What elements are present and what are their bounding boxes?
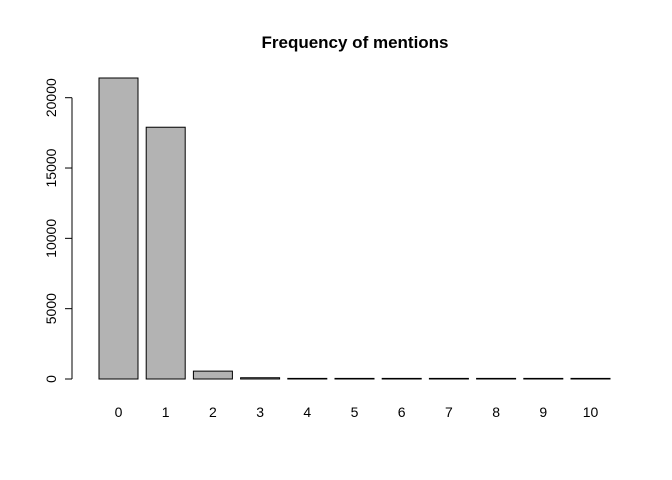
bar-2 — [192, 370, 233, 380]
bar-7 — [428, 377, 469, 380]
x-tick-labels: 0 1 2 3 4 5 6 7 8 9 10 — [115, 404, 599, 420]
x-tick-label: 3 — [256, 404, 264, 420]
bar-0 — [98, 77, 139, 380]
x-tick-label: 8 — [492, 404, 500, 420]
x-tick-label: 7 — [445, 404, 453, 420]
bar-10 — [570, 377, 611, 380]
x-tick-label: 1 — [162, 404, 170, 420]
x-tick-label: 2 — [209, 404, 217, 420]
y-tick-label: 20000 — [43, 78, 59, 117]
y-tick-label: 15000 — [43, 148, 59, 187]
x-tick-label: 9 — [539, 404, 547, 420]
bar-4 — [287, 377, 328, 380]
x-tick-label: 10 — [583, 404, 599, 420]
bar-5 — [334, 377, 375, 380]
bars — [98, 77, 611, 380]
chart-title: Frequency of mentions — [261, 33, 448, 52]
bar-6 — [381, 377, 422, 380]
y-tick-label: 10000 — [43, 219, 59, 258]
x-tick-label: 0 — [115, 404, 123, 420]
bar-1 — [145, 126, 186, 380]
bar-8 — [476, 377, 517, 380]
y-tick-label: 0 — [43, 375, 59, 383]
x-tick-label: 6 — [398, 404, 406, 420]
bar-3 — [240, 377, 281, 380]
y-axis: 0 5000 10000 15000 20000 — [43, 78, 73, 383]
x-tick-label: 4 — [303, 404, 311, 420]
x-tick-label: 5 — [351, 404, 359, 420]
y-tick-label: 5000 — [43, 293, 59, 324]
bar-9 — [523, 377, 564, 380]
